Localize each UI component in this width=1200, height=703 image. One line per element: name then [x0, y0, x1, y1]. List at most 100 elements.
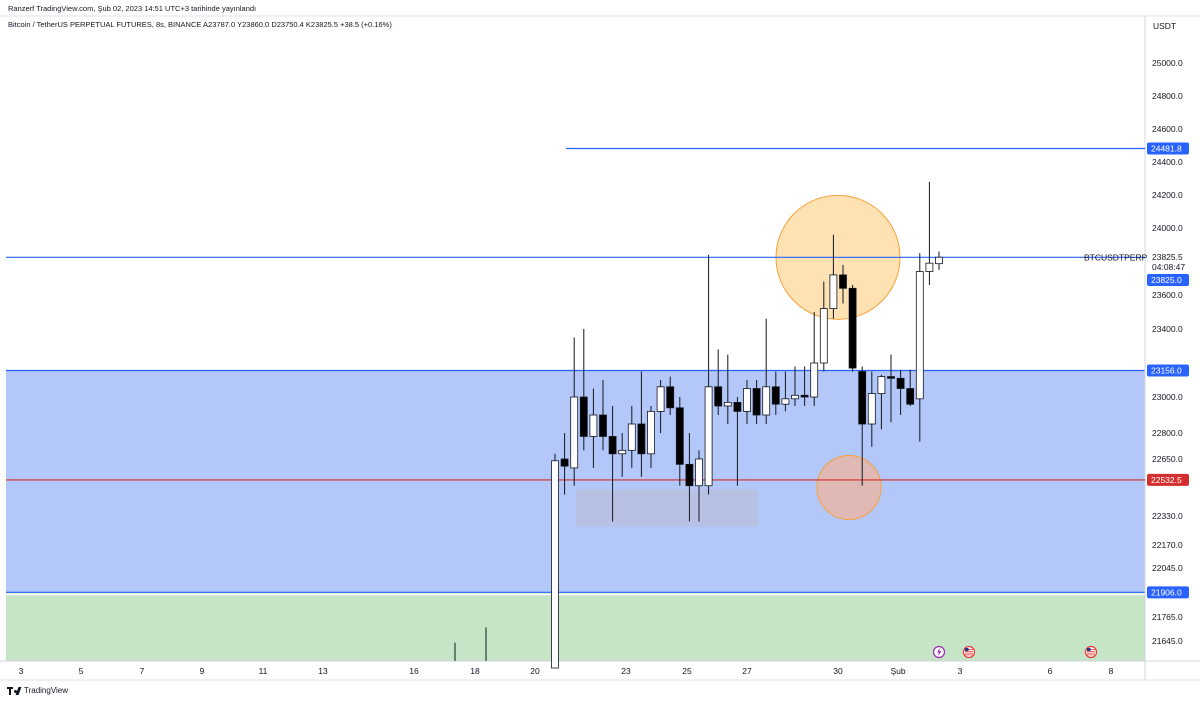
us-flag-icon[interactable] [1084, 645, 1098, 659]
candle[interactable] [887, 354, 895, 423]
candle-body-down [887, 376, 895, 379]
candle[interactable] [762, 318, 771, 424]
candle-body-up [743, 388, 751, 412]
candle[interactable] [608, 406, 617, 522]
candle-body-down [637, 423, 646, 455]
candle[interactable] [867, 371, 876, 447]
candle[interactable] [685, 433, 694, 522]
candle-body-down [675, 407, 684, 465]
candle[interactable] [915, 253, 924, 442]
candle[interactable] [858, 366, 867, 486]
candle[interactable] [771, 371, 780, 416]
y-tick-label: 23000.0 [1152, 392, 1183, 402]
price-axis[interactable]: USDT 25000.0 24800.0 24600.0 24400.0 24200.0 2… [1147, 21, 1189, 646]
candle[interactable] [618, 433, 627, 477]
candle[interactable] [570, 337, 579, 486]
candle[interactable] [675, 397, 684, 486]
price-tag[interactable]: 21906.0 [1147, 586, 1189, 599]
x-tick-label: 3 [958, 666, 963, 676]
candle-body-down [599, 414, 607, 437]
candle[interactable] [560, 433, 569, 495]
candle[interactable] [704, 254, 713, 495]
y-tick-label: 21645.0 [1152, 636, 1183, 646]
price-tag[interactable]: 23825.0 [1147, 274, 1189, 286]
tradingview-footer[interactable]: TradingView [7, 686, 68, 695]
candle-body-down [579, 396, 588, 437]
y-tick-label: 22045.0 [1152, 563, 1183, 573]
candle[interactable] [791, 366, 799, 406]
price-tag[interactable]: 24481.8 [1147, 142, 1189, 155]
candle-body-up [819, 308, 828, 364]
highlight-circle-bottom [816, 455, 882, 520]
candle[interactable] [896, 369, 905, 415]
candle[interactable] [656, 380, 665, 433]
candle[interactable] [695, 450, 703, 522]
candle[interactable] [800, 366, 809, 406]
candle-body-down [800, 394, 809, 398]
candle-body-up [695, 458, 703, 487]
candle[interactable] [906, 369, 915, 406]
candle-body-up [551, 460, 559, 669]
price-tag-label: 24481.8 [1151, 144, 1182, 154]
x-tick-label: 20 [530, 666, 540, 676]
event-markers[interactable] [932, 645, 1098, 659]
time-axis[interactable]: 3 5 7 9 11 13 16 18 20 23 25 27 30 Şub 3 6 8 [19, 666, 1114, 676]
candle[interactable] [579, 329, 588, 451]
candle[interactable] [810, 312, 819, 406]
candle[interactable] [647, 406, 655, 468]
candle[interactable] [781, 371, 790, 412]
candle[interactable] [743, 380, 751, 424]
candle-body-up [762, 386, 771, 416]
last-price-value: 23825.5 [1152, 252, 1183, 262]
candle[interactable] [599, 380, 607, 451]
candle-body-down [858, 371, 867, 425]
candle-body-up [656, 386, 665, 412]
candle-body-down [906, 388, 915, 405]
candle-body-up [925, 262, 934, 272]
lightning-icon[interactable] [932, 645, 946, 659]
candle-body-down [896, 377, 905, 389]
candle[interactable] [551, 453, 559, 669]
us-flag-canton [1087, 648, 1091, 652]
candle[interactable] [714, 349, 723, 415]
candle[interactable] [829, 234, 838, 319]
candle[interactable] [848, 284, 857, 372]
candle[interactable] [839, 264, 847, 304]
candle-body-up [915, 271, 924, 400]
candle-body-up [704, 386, 713, 487]
x-tick-label: 9 [200, 666, 205, 676]
candle[interactable] [666, 376, 675, 415]
y-tick-label: 24400.0 [1152, 157, 1183, 167]
candle-body-up [647, 410, 655, 455]
price-tag-bg [1147, 142, 1189, 155]
candle-body-down [752, 388, 761, 416]
price-tag-label: 21906.0 [1151, 587, 1182, 597]
price-tag-label: 23825.0 [1151, 275, 1182, 285]
y-tick-label: 24000.0 [1152, 223, 1183, 233]
candle[interactable] [637, 371, 646, 477]
y-tick-label: 22800.0 [1152, 428, 1183, 438]
candle[interactable] [589, 388, 598, 468]
price-tag[interactable]: 22532.5 [1147, 473, 1189, 486]
candle[interactable] [935, 251, 943, 270]
currency-label: USDT [1153, 21, 1176, 31]
candle[interactable] [723, 354, 732, 425]
candle-body-up [589, 414, 598, 437]
candle[interactable] [752, 380, 761, 424]
candle[interactable] [627, 406, 636, 468]
y-tick-label: 23400.0 [1152, 324, 1183, 334]
candle-body-down [839, 274, 847, 289]
price-tag[interactable]: 23156.0 [1147, 364, 1189, 377]
y-tick-label: 25000.0 [1152, 58, 1183, 68]
candle[interactable] [733, 397, 742, 486]
candle[interactable] [819, 281, 828, 372]
us-flag-icon[interactable] [962, 645, 976, 659]
candle-body-up [791, 394, 799, 400]
x-tick-label: 16 [409, 666, 419, 676]
price-tag-bg [1147, 473, 1189, 486]
candle[interactable] [877, 374, 886, 430]
us-flag-canton [965, 648, 969, 652]
candle[interactable] [925, 181, 934, 285]
candles-layer[interactable] [551, 181, 943, 669]
